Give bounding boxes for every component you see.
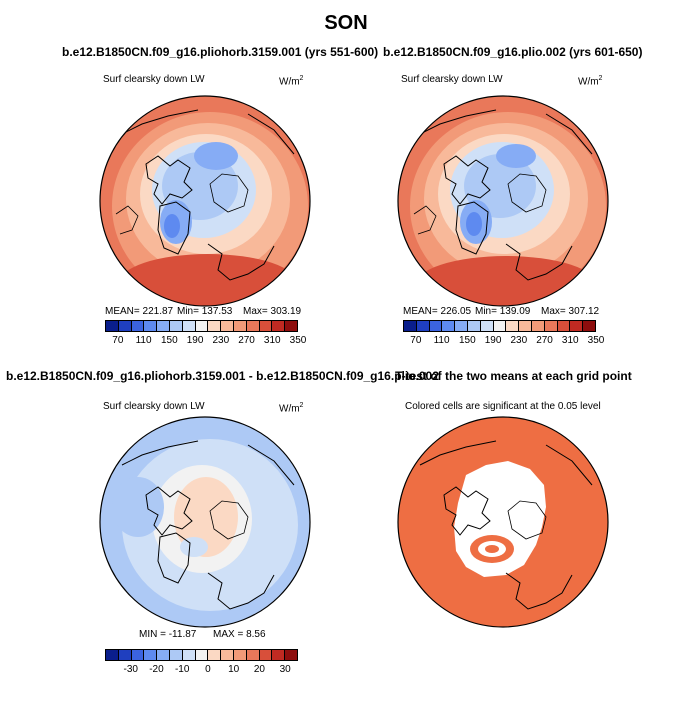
colorbar-swatch [416, 321, 430, 331]
panel3-polar-map [99, 416, 311, 628]
colorbar-tick-label: 350 [587, 335, 605, 346]
colorbar-swatch [208, 650, 222, 660]
colorbar-swatch [233, 321, 247, 331]
panel1-units: W/m2 [279, 75, 304, 88]
colorbar-swatch [493, 321, 507, 331]
colorbar-swatch [157, 650, 170, 660]
panel1-colorbar-ticks: 70 110 150 190 230 270 310 350 [105, 335, 306, 347]
colorbar-swatch [246, 321, 260, 331]
colorbar-tick-label: -30 [123, 664, 138, 675]
colorbar-tick-label: 310 [263, 335, 281, 346]
colorbar-swatch [506, 321, 520, 331]
panel3-min: MIN = -11.87 [139, 629, 197, 640]
panel3-units: W/m2 [279, 402, 304, 415]
colorbar-swatch [259, 650, 273, 660]
colorbar-swatch [118, 321, 132, 331]
colorbar-swatch [157, 321, 170, 331]
colorbar-tick-label: 70 [410, 335, 422, 346]
colorbar-tick-label: 190 [186, 335, 204, 346]
colorbar-tick-label: -10 [174, 664, 190, 675]
colorbar-swatch [570, 321, 584, 331]
colorbar-tick-label: 270 [536, 335, 553, 346]
panel4-significance-label: Colored cells are significant at the 0.0… [405, 401, 601, 412]
colorbar-swatch [131, 321, 145, 331]
colorbar-swatch [519, 321, 532, 331]
panel2-max: Max= 307.12 [541, 306, 600, 317]
panel2-mean: MEAN= 226.05 [403, 306, 472, 317]
colorbar-swatch [195, 650, 209, 660]
panel4-title: T-test of the two means at each grid poi… [395, 369, 632, 383]
colorbar-tick-label: 10 [228, 664, 240, 675]
panel1-polar-map [99, 95, 311, 307]
colorbar-swatch [557, 321, 571, 331]
colorbar-swatch [131, 650, 145, 660]
colorbar-tick-label: 0 [205, 664, 211, 675]
panel1-max: Max= 303.19 [243, 306, 302, 317]
panel1-title: b.e12.B1850CN.f09_g16.pliohorb.3159.001 … [62, 45, 379, 59]
colorbar-tick-label: 230 [212, 335, 230, 346]
colorbar-swatch [583, 321, 595, 331]
colorbar-tick-label: -20 [149, 664, 164, 675]
colorbar-tick-label: 230 [510, 335, 528, 346]
colorbar-swatch [272, 321, 286, 331]
panel1-colorbar [105, 320, 298, 332]
panel2-colorbar-ticks: 70 110 150 190 230 270 310 350 [403, 335, 604, 347]
panel2-colorbar [403, 320, 596, 332]
panel4-ttest-map [397, 416, 609, 628]
colorbar-swatch [144, 321, 158, 331]
colorbar-tick-label: 70 [112, 335, 124, 346]
colorbar-swatch [480, 321, 494, 331]
colorbar-swatch [182, 650, 196, 660]
panel3-colorbar-ticks: -30 -20 -10 0 10 20 30 [105, 664, 298, 676]
colorbar-swatch [531, 321, 545, 331]
colorbar-tick-label: 150 [458, 335, 476, 346]
colorbar-swatch [118, 650, 132, 660]
panel1-mean: MEAN= 221.87 [105, 306, 174, 317]
panel2-min: Min= 139.09 [475, 306, 531, 317]
panel3-colorbar [105, 649, 298, 661]
colorbar-tick-label: 150 [160, 335, 178, 346]
panel3-title: b.e12.B1850CN.f09_g16.pliohorb.3159.001 … [6, 369, 439, 383]
colorbar-swatch [169, 650, 183, 660]
colorbar-tick-label: 110 [433, 335, 450, 346]
colorbar-tick-label: 20 [253, 664, 265, 675]
colorbar-swatch [221, 650, 234, 660]
colorbar-swatch [544, 321, 558, 331]
colorbar-swatch [169, 321, 183, 331]
colorbar-swatch [285, 321, 297, 331]
panel2-polar-map [397, 95, 609, 307]
panel1-min: Min= 137.53 [177, 306, 233, 317]
colorbar-tick-label: 310 [561, 335, 579, 346]
colorbar-swatch [442, 321, 456, 331]
colorbar-tick-label: 270 [238, 335, 255, 346]
panel2-title: b.e12.B1850CN.f09_g16.plio.002 (yrs 601-… [383, 45, 643, 59]
colorbar-swatch [233, 650, 247, 660]
colorbar-swatch [221, 321, 234, 331]
colorbar-swatch [144, 650, 158, 660]
colorbar-tick-label: 110 [135, 335, 152, 346]
panel1-variable-label: Surf clearsky down LW [103, 74, 205, 85]
colorbar-tick-label: 350 [289, 335, 307, 346]
panel2-units: W/m2 [578, 75, 603, 88]
colorbar-swatch [404, 321, 417, 331]
colorbar-tick-label: 190 [484, 335, 502, 346]
colorbar-swatch [259, 321, 273, 331]
colorbar-swatch [182, 321, 196, 331]
figure-title: SON [324, 12, 368, 34]
panel2-variable-label: Surf clearsky down LW [401, 74, 503, 85]
colorbar-swatch [106, 321, 119, 331]
colorbar-swatch [455, 321, 468, 331]
colorbar-tick-label: 30 [279, 664, 291, 675]
colorbar-swatch [208, 321, 222, 331]
colorbar-swatch [106, 650, 119, 660]
panel3-max: MAX = 8.56 [213, 629, 266, 640]
colorbar-swatch [285, 650, 297, 660]
colorbar-swatch [467, 321, 481, 331]
panel3-variable-label: Surf clearsky down LW [103, 401, 205, 412]
colorbar-swatch [195, 321, 209, 331]
colorbar-swatch [272, 650, 286, 660]
colorbar-swatch [246, 650, 260, 660]
colorbar-swatch [429, 321, 443, 331]
